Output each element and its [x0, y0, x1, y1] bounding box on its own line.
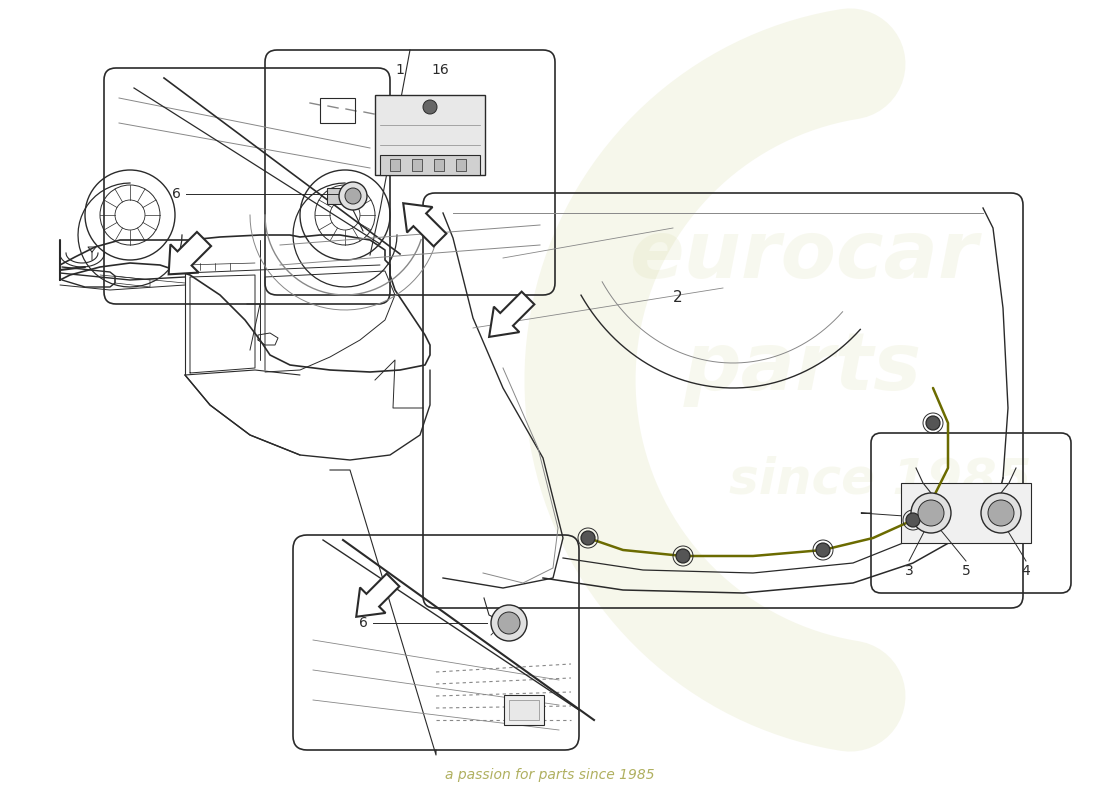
Circle shape — [911, 493, 952, 533]
Bar — [500, 617, 517, 629]
Polygon shape — [490, 292, 535, 337]
Text: 6: 6 — [172, 187, 180, 201]
Circle shape — [581, 531, 595, 545]
Circle shape — [816, 543, 831, 557]
Bar — [456, 159, 466, 171]
Bar — [412, 159, 422, 171]
Bar — [320, 98, 355, 123]
Text: eurocar: eurocar — [628, 217, 978, 295]
Polygon shape — [404, 203, 447, 246]
Text: since 1985: since 1985 — [729, 456, 1031, 504]
Text: a passion for parts since 1985: a passion for parts since 1985 — [446, 768, 654, 782]
Bar — [504, 695, 544, 725]
Polygon shape — [168, 232, 211, 274]
Text: 16: 16 — [431, 63, 449, 77]
Circle shape — [491, 605, 527, 641]
Circle shape — [981, 493, 1021, 533]
Bar — [375, 95, 485, 175]
Polygon shape — [356, 574, 399, 617]
Text: 6: 6 — [359, 616, 367, 630]
Text: 1: 1 — [396, 63, 405, 77]
Text: 5: 5 — [961, 564, 970, 578]
Circle shape — [498, 612, 520, 634]
Bar — [434, 159, 444, 171]
Circle shape — [918, 500, 944, 526]
Circle shape — [339, 182, 367, 210]
Bar — [390, 159, 400, 171]
Circle shape — [906, 513, 920, 527]
Circle shape — [345, 188, 361, 204]
Circle shape — [988, 500, 1014, 526]
Text: 3: 3 — [904, 564, 913, 578]
Bar — [901, 483, 1031, 543]
Circle shape — [926, 416, 940, 430]
Circle shape — [676, 549, 690, 563]
Text: 2: 2 — [673, 290, 683, 306]
Bar — [509, 700, 539, 720]
Text: parts: parts — [684, 329, 922, 407]
Circle shape — [424, 100, 437, 114]
Polygon shape — [327, 188, 346, 204]
Bar — [379, 155, 480, 175]
Text: 4: 4 — [1022, 564, 1031, 578]
